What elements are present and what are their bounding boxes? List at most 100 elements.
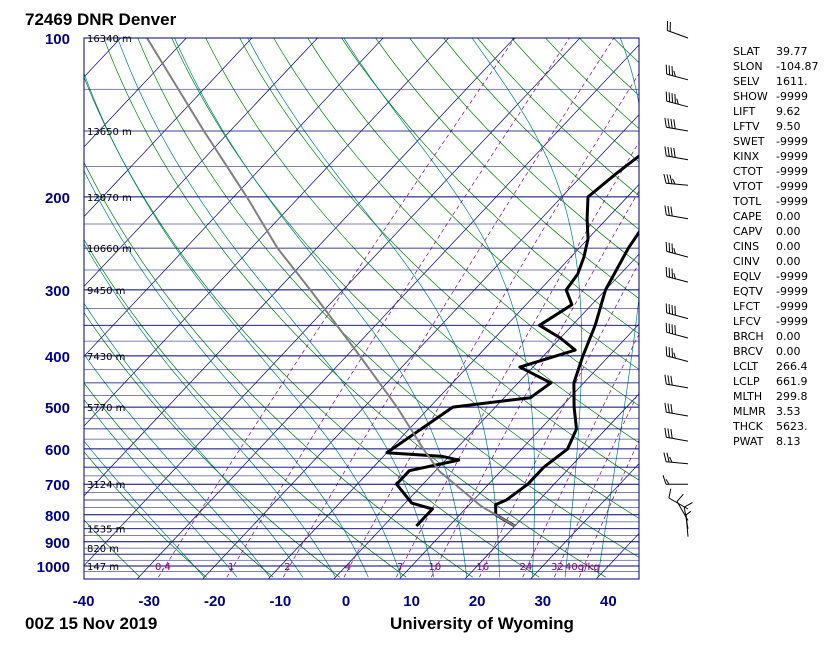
index-row: CAPV 0.00: [733, 224, 829, 239]
wind-barb-staff: [666, 214, 689, 220]
temperature-tick-label: 20: [469, 593, 486, 610]
dry-adiabat-line: [137, 38, 639, 558]
index-row: EQTV -9999: [733, 284, 829, 299]
pressure-tick-label: 100: [45, 31, 70, 48]
wind-barbs: [662, 20, 693, 537]
dry-adiabat-line: [84, 451, 207, 578]
height-label: 7430 m: [87, 352, 125, 363]
wind-barb: [664, 146, 689, 161]
index-key: EQLV: [733, 270, 762, 283]
wind-barb-flag: [664, 146, 667, 156]
index-value: -9999: [776, 195, 808, 208]
wind-barb-staff: [666, 355, 689, 362]
moist-adiabat-line: [84, 440, 205, 578]
wind-barb-flag: [674, 305, 676, 316]
index-value: -9999: [776, 285, 808, 298]
wind-barb: [663, 452, 689, 465]
isotherm-line: [0, 38, 55, 579]
dry-adiabat-line: [409, 38, 639, 265]
index-value: 266.4: [776, 360, 808, 373]
wind-barb-staff: [666, 73, 689, 81]
index-row: VTOT -9999: [733, 179, 829, 194]
date-label: 00Z 15 Nov 2019: [25, 614, 157, 633]
dry-adiabat-line: [84, 382, 274, 578]
index-key: SELV: [733, 75, 760, 88]
wind-barb: [666, 20, 689, 39]
index-value: -9999: [776, 315, 808, 328]
dry-adiabat-line: [511, 38, 639, 163]
wind-barb-staff: [666, 100, 689, 108]
index-value: -9999: [776, 150, 808, 163]
height-label: 1535 m: [87, 525, 125, 536]
wind-barb-flag: [665, 303, 668, 313]
index-value: -9999: [776, 135, 808, 148]
moist-adiabat-line: [84, 353, 271, 578]
height-label: 13650 m: [87, 127, 132, 138]
wind-barb-flag: [667, 403, 670, 413]
wind-barb: [685, 510, 692, 537]
temperature-tick-label: 30: [534, 593, 551, 610]
wind-barb-flag: [685, 510, 692, 516]
dry-adiabat-line: [477, 38, 639, 197]
wind-barb-staff: [666, 331, 689, 339]
index-value: 299.8: [776, 390, 808, 403]
wind-barb: [665, 266, 689, 283]
index-row: TOTL -9999: [733, 194, 829, 209]
mixing-ratio-label: 1: [228, 562, 234, 573]
index-key: CAPE: [733, 210, 762, 223]
wind-barb-flag: [670, 428, 673, 439]
wind-barb-flag: [671, 347, 673, 358]
wind-barb-flag: [665, 266, 668, 277]
index-key: LCLP: [733, 375, 760, 388]
isotherm-line: [84, 38, 253, 218]
index-value: 9.62: [776, 105, 801, 118]
dry-adiabat-line: [171, 38, 639, 519]
isotherm-line: [84, 38, 187, 148]
index-row: MLTH 299.8: [733, 389, 829, 404]
mixing-ratio-line: [430, 190, 639, 578]
wind-barb: [664, 374, 689, 389]
dry-adiabat-line: [273, 38, 639, 407]
pressure-tick-label: 300: [45, 283, 70, 300]
index-key: LFTV: [733, 120, 760, 133]
wind-barb-staff: [666, 182, 689, 186]
wind-barb-flag: [671, 304, 673, 315]
index-row: LCLT 266.4: [733, 359, 829, 374]
mixing-ratio-line: [158, 38, 516, 578]
wind-barb: [665, 64, 689, 81]
plot-frame: [83, 37, 640, 580]
wind-barb-flag: [671, 268, 673, 279]
index-key: BRCH: [733, 330, 764, 343]
mixing-ratio-label: 4: [345, 562, 351, 573]
index-row: SLON -104.87: [733, 59, 829, 74]
wind-barb-flag: [665, 241, 668, 252]
height-label: 9450 m: [87, 286, 125, 297]
wind-barb-flag: [664, 427, 667, 438]
height-label: 147 m: [87, 562, 119, 573]
index-key: CTOT: [733, 165, 763, 178]
wind-barb: [665, 91, 689, 108]
wind-barb-flag: [673, 119, 676, 129]
pressure-tick-label: 200: [45, 190, 70, 207]
dry-adiabat-line: [307, 38, 639, 370]
wind-barb-flag: [663, 173, 667, 184]
index-key: MLTH: [733, 390, 763, 403]
mixing-ratio-labels: 0.4 1 2 4 7 10 16 24 32 40g/kg: [155, 562, 600, 573]
moist-adiabat-line: [84, 72, 402, 578]
mixing-ratio-line: [553, 390, 639, 578]
index-value: 661.9: [776, 375, 808, 388]
dry-adiabat-line: [103, 38, 606, 578]
index-row: SHOW -9999: [733, 89, 829, 104]
temperature-tick-label: -30: [138, 593, 160, 610]
wind-barb-flag: [664, 117, 667, 128]
isotherm-line: [399, 323, 639, 579]
wind-barb: [665, 346, 689, 362]
index-key: SWET: [733, 135, 765, 148]
index-value: 39.77: [776, 45, 808, 58]
index-value: 9.50: [776, 120, 801, 133]
wind-barb: [665, 303, 689, 320]
wind-barb-flag: [667, 375, 670, 385]
wind-barb-flag: [676, 98, 679, 105]
index-value: -9999: [776, 180, 808, 193]
pressure-tick-label: 500: [45, 400, 70, 417]
